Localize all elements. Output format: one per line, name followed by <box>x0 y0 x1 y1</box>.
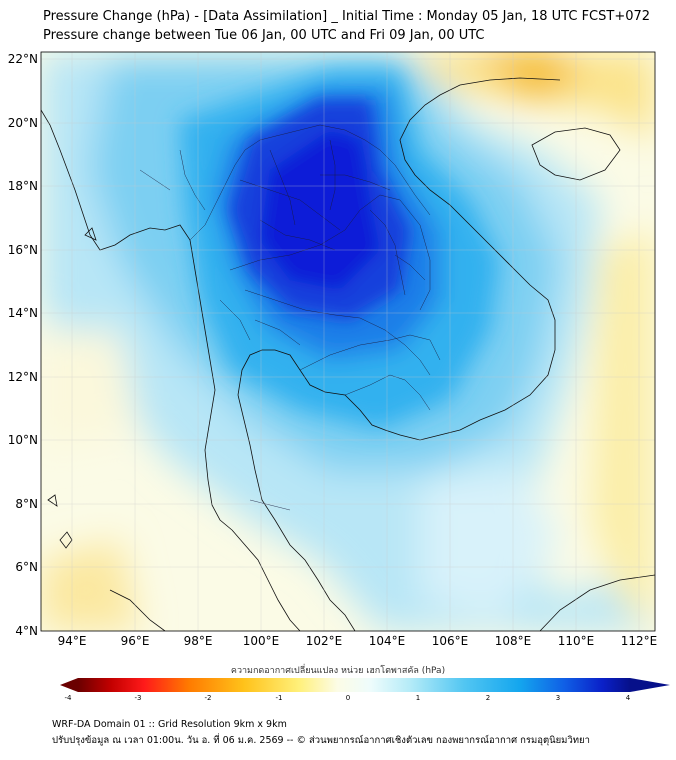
map-title: Pressure Change (hPa) - [Data Assimilati… <box>43 9 651 24</box>
footer-model-info: WRF-DA Domain 01 :: Grid Resolution 9km … <box>52 719 287 730</box>
colorbar-tick: -3 <box>135 694 142 702</box>
lon-label: 110°E <box>558 634 595 648</box>
lon-label: 98°E <box>184 634 213 648</box>
colorbar-title: ความกดอากาศเปลี่ยนแปลง หน่วย เฮกโตพาสคัล… <box>230 666 446 676</box>
lat-label: 20°N <box>8 116 38 130</box>
lon-label: 96°E <box>121 634 150 648</box>
coastlines <box>41 77 655 631</box>
lat-label: 12°N <box>8 370 38 384</box>
colorbar-tick: 4 <box>626 694 631 702</box>
footer-update-info: ปรับปรุงข้อมูล ณ เวลา 01:00น. วัน อ. ที่… <box>52 735 590 746</box>
lat-label: 8°N <box>15 497 38 511</box>
colorbar-tick: 0 <box>346 694 350 702</box>
colorbar-tick: 3 <box>556 694 560 702</box>
lat-label: 16°N <box>8 243 38 257</box>
lat-axis: 22°N 20°N 18°N 16°N 14°N 12°N 10°N 8°N 6… <box>8 52 38 638</box>
colorbar-tick: 2 <box>486 694 490 702</box>
colorbar-tick: 1 <box>416 694 420 702</box>
map-frame <box>40 51 656 632</box>
lat-label: 10°N <box>8 433 38 447</box>
colorbar-gradient <box>78 678 630 692</box>
colorbar-tick: -1 <box>276 694 283 702</box>
map-subtitle: Pressure change between Tue 06 Jan, 00 U… <box>43 28 485 43</box>
colorbar: -4 -3 -2 -1 0 1 2 3 4 <box>60 678 670 702</box>
lon-label: 108°E <box>495 634 532 648</box>
lon-label: 102°E <box>306 634 343 648</box>
lat-label: 22°N <box>8 52 38 66</box>
lon-label: 94°E <box>58 634 87 648</box>
lon-label: 112°E <box>621 634 658 648</box>
colorbar-tick: -2 <box>205 694 212 702</box>
gridlines <box>41 52 655 631</box>
pressure-field <box>41 52 655 631</box>
colorbar-left-arrow <box>60 678 78 692</box>
lon-label: 106°E <box>432 634 469 648</box>
colorbar-tick: -4 <box>65 694 73 702</box>
lat-label: 6°N <box>15 560 38 574</box>
lat-label: 4°N <box>15 624 38 638</box>
lon-label: 104°E <box>369 634 406 648</box>
lat-label: 14°N <box>8 306 38 320</box>
lat-label: 18°N <box>8 179 38 193</box>
colorbar-right-arrow <box>630 678 670 692</box>
lon-label: 100°E <box>243 634 280 648</box>
lon-axis: 94°E 96°E 98°E 100°E 102°E 104°E 106°E 1… <box>58 634 658 648</box>
